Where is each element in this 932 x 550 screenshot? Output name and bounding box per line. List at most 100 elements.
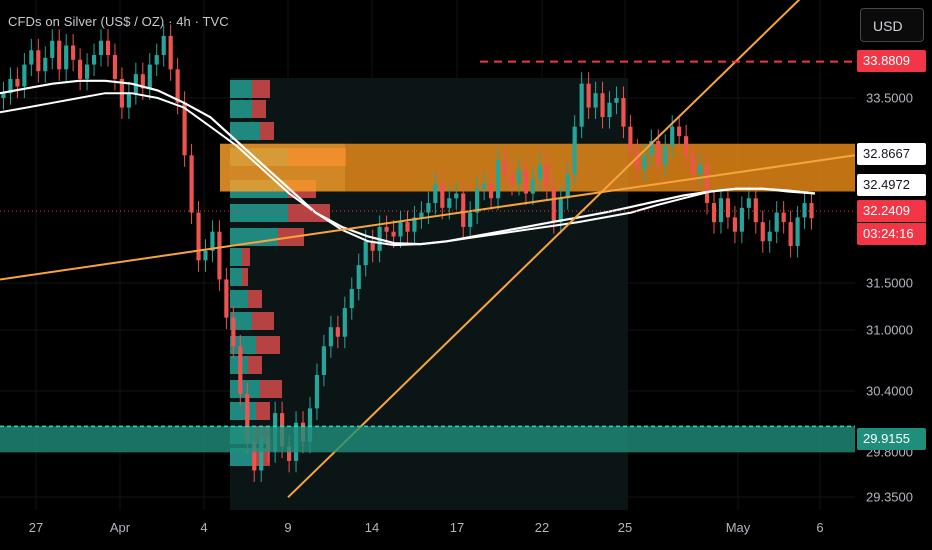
profile-bar-down bbox=[260, 380, 282, 398]
candle-up bbox=[126, 93, 131, 108]
last-price-tag: 32.2409 bbox=[857, 200, 926, 222]
time-tick: 9 bbox=[284, 520, 292, 535]
candle-down bbox=[635, 150, 640, 170]
price-tick: 31.5000 bbox=[866, 275, 913, 291]
moving-average-line bbox=[0, 92, 816, 247]
candle-down bbox=[335, 327, 340, 337]
candle-down bbox=[656, 140, 661, 165]
candle-up bbox=[307, 408, 313, 442]
candle-down bbox=[245, 394, 250, 442]
candle-up bbox=[398, 222, 403, 237]
candle-down bbox=[489, 183, 494, 199]
candle-up bbox=[43, 57, 48, 72]
candle-down bbox=[440, 183, 445, 208]
candle-up bbox=[1, 93, 6, 98]
candle-up bbox=[154, 55, 159, 65]
candle-down bbox=[753, 198, 758, 223]
orange-supply-zone[interactable] bbox=[220, 143, 855, 192]
candle-down bbox=[586, 83, 591, 108]
candle-up bbox=[342, 308, 347, 337]
candle-up bbox=[746, 198, 751, 208]
price-tick: 29.3500 bbox=[866, 489, 913, 505]
candle-up bbox=[516, 169, 522, 184]
candle-down bbox=[384, 226, 389, 232]
currency-button[interactable]: USD bbox=[860, 8, 924, 42]
candle-down bbox=[461, 193, 466, 227]
candle-down bbox=[628, 126, 633, 151]
profile-bar-up bbox=[230, 268, 242, 286]
candle-down bbox=[370, 241, 375, 251]
price-tick: 31.0000 bbox=[866, 322, 913, 338]
candle-down bbox=[405, 222, 410, 232]
candle-down bbox=[71, 45, 76, 60]
candle-down bbox=[502, 160, 508, 175]
candle-down bbox=[217, 231, 222, 280]
candle-up bbox=[29, 50, 34, 65]
time-tick: May bbox=[725, 520, 751, 535]
candle-up bbox=[537, 164, 542, 180]
candle-up bbox=[649, 140, 654, 156]
trendlines[interactable] bbox=[0, 0, 856, 499]
candle-up bbox=[767, 231, 772, 242]
horizontal-levels[interactable] bbox=[0, 60, 855, 453]
candle-up bbox=[412, 217, 417, 232]
time-tick: Apr bbox=[109, 520, 131, 535]
time-tick: 6 bbox=[816, 520, 824, 535]
candle-up bbox=[321, 346, 326, 375]
candles bbox=[1, 24, 814, 482]
candle-up bbox=[363, 241, 368, 266]
candle-up bbox=[161, 35, 166, 56]
profile-bar-up bbox=[230, 336, 256, 354]
profile-bar-down bbox=[242, 248, 250, 266]
candle-up bbox=[328, 327, 333, 347]
time-tick: 17 bbox=[449, 520, 465, 535]
candle-down bbox=[57, 40, 62, 70]
candle-up bbox=[495, 160, 501, 199]
profile-bar-up bbox=[230, 290, 248, 308]
candle-down bbox=[600, 93, 605, 118]
candle-up bbox=[572, 126, 577, 175]
moving-averages bbox=[0, 79, 816, 247]
candle-down bbox=[238, 346, 243, 395]
candle-up bbox=[663, 145, 668, 165]
candle-up bbox=[468, 212, 473, 227]
profile-bar-down bbox=[248, 290, 262, 308]
candle-down bbox=[112, 55, 118, 79]
chart-title: CFDs on Silver (US$ / OZ) · 4h · TVC bbox=[8, 14, 229, 29]
profile-bar-down bbox=[242, 268, 248, 286]
zone-price-tag: 32.8667 bbox=[857, 143, 926, 165]
support-band bbox=[0, 426, 855, 453]
candle-down bbox=[105, 40, 111, 56]
candle-down bbox=[168, 35, 173, 70]
candle-up bbox=[697, 164, 703, 175]
candle-down bbox=[725, 198, 731, 218]
profile-bar-up bbox=[230, 122, 260, 140]
candle-down bbox=[231, 317, 236, 347]
moving-average-price-tag: 32.4972 bbox=[857, 174, 926, 196]
candle-down bbox=[677, 126, 682, 137]
candle-up bbox=[530, 179, 535, 194]
candle-up bbox=[475, 188, 480, 213]
profile-bar-up bbox=[230, 204, 288, 222]
candle-down bbox=[691, 155, 696, 175]
candle-down bbox=[711, 203, 717, 223]
profile-bar-up bbox=[230, 312, 252, 330]
candle-up bbox=[454, 193, 459, 199]
candle-up bbox=[8, 78, 13, 94]
candle-up bbox=[426, 203, 431, 213]
candle-down bbox=[704, 164, 710, 204]
candle-down bbox=[523, 169, 529, 194]
candle-down bbox=[36, 50, 41, 72]
profile-bar-down bbox=[260, 122, 274, 140]
candle-up bbox=[210, 231, 215, 251]
candle-up bbox=[147, 64, 152, 89]
profile-bar-down bbox=[252, 80, 270, 98]
candle-down bbox=[78, 59, 83, 79]
candle-up bbox=[447, 198, 452, 208]
profile-bar-down bbox=[256, 336, 280, 354]
profile-bar-down bbox=[252, 100, 266, 118]
candle-down bbox=[140, 74, 145, 89]
candle-up bbox=[50, 40, 55, 58]
candle-down bbox=[252, 441, 257, 471]
